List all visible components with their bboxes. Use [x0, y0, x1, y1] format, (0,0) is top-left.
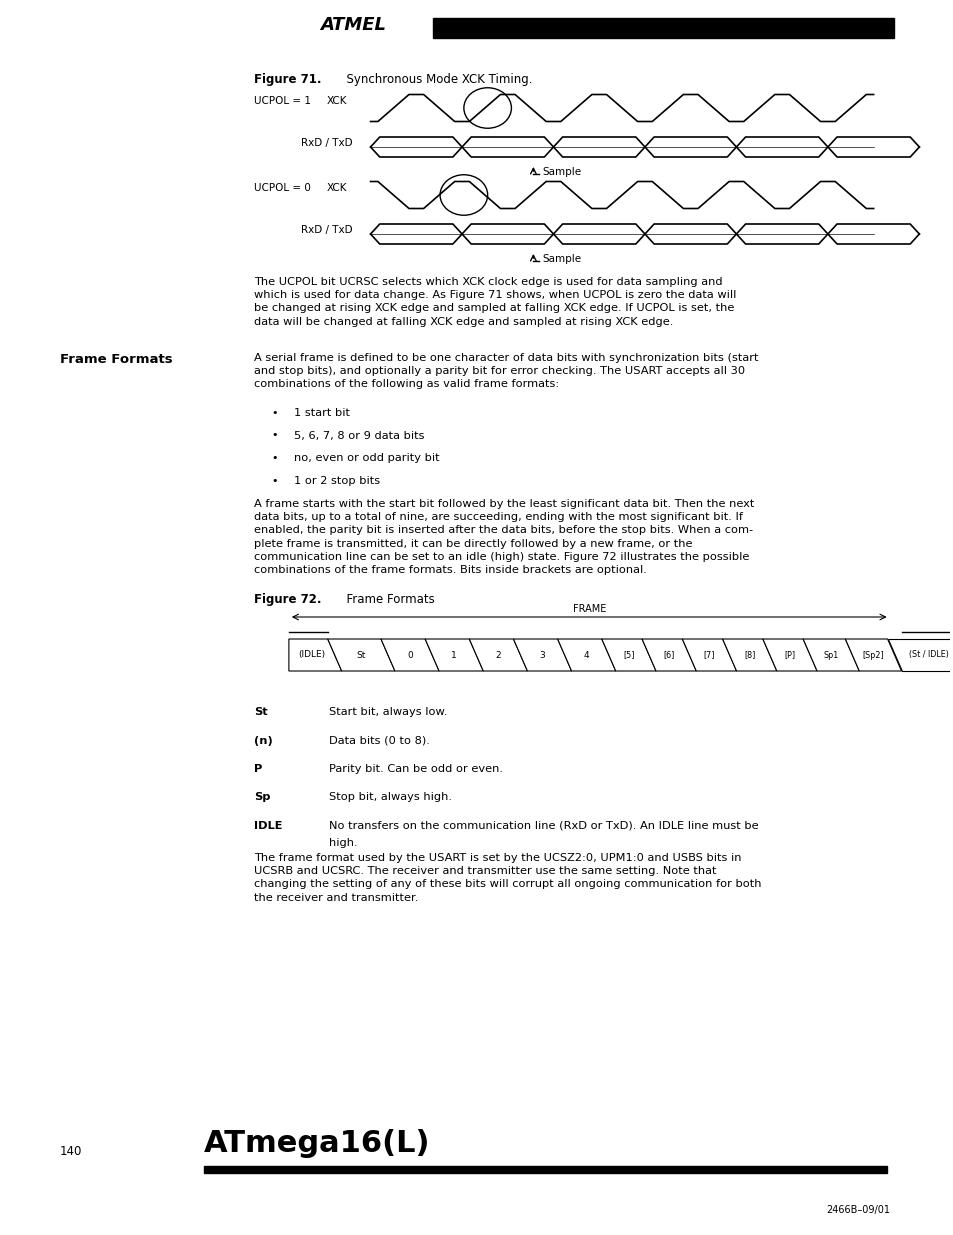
Text: high.: high. — [329, 839, 357, 848]
Text: [6]: [6] — [662, 651, 674, 659]
Text: A frame starts with the start bit followed by the least significant data bit. Th: A frame starts with the start bit follow… — [253, 499, 754, 576]
Polygon shape — [601, 638, 656, 671]
Text: P: P — [253, 764, 262, 774]
Polygon shape — [886, 638, 953, 671]
Text: ATmega16(L): ATmega16(L) — [204, 1129, 430, 1158]
Text: Data bits (0 to 8).: Data bits (0 to 8). — [329, 736, 429, 746]
Text: UCPOL = 0: UCPOL = 0 — [253, 183, 311, 193]
Text: 2: 2 — [495, 651, 500, 659]
Text: 3: 3 — [539, 651, 545, 659]
Text: 2466B–09/01: 2466B–09/01 — [825, 1205, 890, 1215]
Text: Stop bit, always high.: Stop bit, always high. — [329, 793, 452, 803]
Text: (St / IDLE): (St / IDLE) — [908, 651, 948, 659]
Text: XCK: XCK — [326, 96, 347, 106]
Text: 140: 140 — [60, 1145, 82, 1158]
Text: The UCPOL bit UCRSC selects which XCK clock edge is used for data sampling and
w: The UCPOL bit UCRSC selects which XCK cl… — [253, 277, 736, 326]
Polygon shape — [513, 638, 571, 671]
Polygon shape — [802, 638, 859, 671]
Bar — [204, 1166, 885, 1173]
Text: FRAME: FRAME — [572, 604, 605, 614]
Text: Synchronous Mode XCK Timing.: Synchronous Mode XCK Timing. — [338, 73, 532, 86]
Polygon shape — [641, 638, 696, 671]
Text: ATMEL: ATMEL — [320, 16, 386, 35]
Polygon shape — [558, 638, 615, 671]
Polygon shape — [328, 638, 395, 671]
Text: [7]: [7] — [703, 651, 715, 659]
Text: Start bit, always low.: Start bit, always low. — [329, 706, 447, 718]
Text: St: St — [253, 706, 268, 718]
Text: Figure 72.: Figure 72. — [253, 593, 321, 606]
Text: UCPOL = 1: UCPOL = 1 — [253, 96, 311, 106]
Text: Figure 71.: Figure 71. — [253, 73, 321, 86]
Text: [8]: [8] — [743, 651, 755, 659]
Text: IDLE: IDLE — [253, 821, 282, 831]
Text: 0: 0 — [407, 651, 413, 659]
Text: Frame Formats: Frame Formats — [60, 353, 172, 366]
Polygon shape — [681, 638, 736, 671]
Polygon shape — [469, 638, 527, 671]
Text: XCK: XCK — [326, 183, 347, 193]
Polygon shape — [425, 638, 483, 671]
Text: •: • — [271, 475, 277, 485]
Text: •: • — [271, 408, 277, 417]
Text: The frame format used by the USART is set by the UCSZ2:0, UPM1:0 and USBS bits i: The frame format used by the USART is se… — [253, 853, 760, 903]
Text: Frame Formats: Frame Formats — [338, 593, 434, 606]
Text: 1: 1 — [451, 651, 456, 659]
Polygon shape — [762, 638, 816, 671]
Text: (IDLE): (IDLE) — [298, 651, 325, 659]
Text: RxD / TxD: RxD / TxD — [300, 225, 352, 235]
Text: [Sp2]: [Sp2] — [862, 651, 883, 659]
Bar — [433, 19, 893, 38]
Text: Sp1: Sp1 — [822, 651, 838, 659]
Text: RxD / TxD: RxD / TxD — [300, 138, 352, 148]
Text: A serial frame is defined to be one character of data bits with synchronization : A serial frame is defined to be one char… — [253, 353, 758, 389]
Text: Sample: Sample — [541, 254, 581, 264]
Text: •: • — [271, 453, 277, 463]
Text: •: • — [271, 431, 277, 441]
Text: 4: 4 — [583, 651, 589, 659]
Text: Sample: Sample — [541, 167, 581, 177]
Text: no, even or odd parity bit: no, even or odd parity bit — [294, 453, 439, 463]
Text: 1 or 2 stop bits: 1 or 2 stop bits — [294, 475, 379, 485]
Text: 5, 6, 7, 8 or 9 data bits: 5, 6, 7, 8 or 9 data bits — [294, 431, 424, 441]
Polygon shape — [844, 638, 901, 671]
Text: 1 start bit: 1 start bit — [294, 408, 350, 417]
Text: Parity bit. Can be odd or even.: Parity bit. Can be odd or even. — [329, 764, 502, 774]
Text: [P]: [P] — [783, 651, 795, 659]
Polygon shape — [380, 638, 438, 671]
Text: No transfers on the communication line (RxD or TxD). An IDLE line must be: No transfers on the communication line (… — [329, 821, 758, 831]
Text: [5]: [5] — [622, 651, 634, 659]
Text: Sp: Sp — [253, 793, 271, 803]
Text: (n): (n) — [253, 736, 273, 746]
Polygon shape — [289, 638, 341, 671]
Text: St: St — [356, 651, 366, 659]
Polygon shape — [721, 638, 776, 671]
